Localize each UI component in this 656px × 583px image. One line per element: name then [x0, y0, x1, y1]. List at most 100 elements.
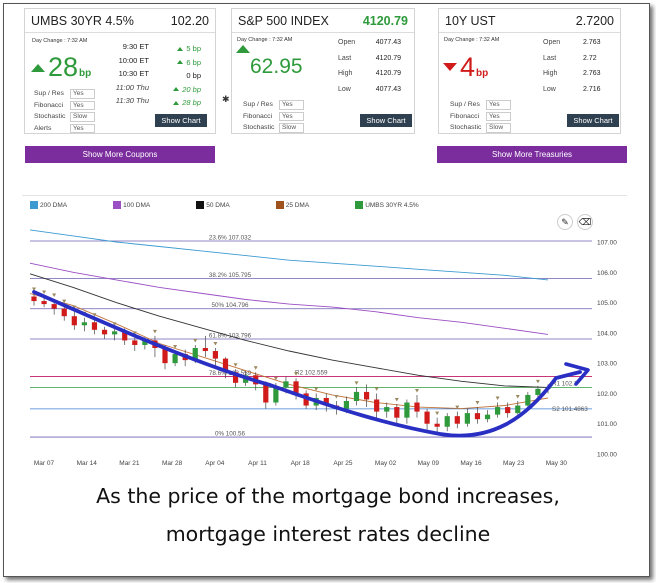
option-select[interactable]: Yes	[279, 111, 304, 121]
change-text: 28 bp	[182, 98, 201, 108]
intraday-changes: 9:30 ET 5 bp 10:00 ET 6 bp 10:30 ET 0 bp 11…	[113, 42, 201, 110]
legend-item[interactable]: UMBS 30YR 4.5%	[355, 201, 419, 209]
option-select[interactable]: Yes	[486, 100, 511, 110]
ohlc-label: Open	[543, 39, 561, 46]
option-label: Fibonacci	[243, 112, 273, 120]
legend-item[interactable]: 100 DMA	[113, 201, 150, 209]
ohlc-row: High 4120.79	[338, 70, 401, 86]
ohlc-label: Low	[543, 85, 556, 93]
show-more-treasuries-button[interactable]: Show More Treasuries	[437, 146, 627, 163]
ohlc-label: High	[543, 70, 558, 77]
option-label: Stochastic	[450, 124, 482, 132]
show-chart-button[interactable]: Show Chart	[155, 114, 207, 127]
option-row: Fibonacci Yes	[243, 111, 304, 123]
up-arrow-icon	[31, 64, 45, 72]
ohlc-value: 4120.79	[375, 70, 401, 77]
time-label: 10:30 ET	[118, 69, 149, 78]
card-price: 4120.79	[362, 13, 408, 28]
card-price: 102.20	[170, 13, 209, 28]
chart-options: Sup / Res Yes Fibonacci Yes Stochastic Slow…	[34, 88, 95, 134]
change-number: 28	[48, 52, 79, 82]
eraser-icon[interactable]: ⌫	[577, 214, 593, 230]
legend-item[interactable]: 25 DMA	[275, 201, 310, 209]
option-row: Fibonacci Yes	[450, 111, 511, 123]
card-symbol: 10Y UST	[445, 13, 496, 28]
day-change-label: Day Change : 7:32 AM	[32, 38, 88, 44]
legend-swatch	[275, 201, 284, 209]
ohlc-value: 2.72	[583, 54, 597, 62]
ohlc-label: Last	[543, 54, 557, 62]
ohlc-row: Last 2.72	[543, 55, 603, 71]
option-label: Stochastic	[34, 113, 66, 121]
intraday-row: 10:30 ET 0 bp	[113, 69, 201, 83]
legend-swatch	[113, 201, 122, 209]
option-select[interactable]: Yes	[70, 123, 95, 133]
ohlc-label: High	[338, 70, 353, 77]
time-label: 11:30 Thu	[115, 96, 149, 105]
ohlc-row: Low 2.716	[543, 86, 603, 102]
change-text: 5 bp	[186, 44, 201, 54]
legend-swatch	[30, 201, 38, 209]
legend-label: UMBS 30YR 4.5%	[365, 201, 419, 209]
option-label: Fibonacci	[450, 112, 480, 120]
pencil-icon[interactable]: ✎	[557, 214, 573, 230]
option-row: Stochastic Slow	[243, 122, 304, 134]
option-label: Fibonacci	[34, 101, 64, 109]
change-cell: 6 bp	[149, 56, 201, 70]
legend-swatch	[196, 201, 205, 209]
legend-label: 50 DMA	[206, 201, 230, 209]
chart-panel	[22, 195, 627, 473]
ohlc-value: 2.763	[583, 39, 601, 46]
day-change-label: Day Change : 7:32 AM	[444, 37, 500, 43]
show-more-coupons-button[interactable]: Show More Coupons	[25, 146, 215, 163]
option-select[interactable]: Yes	[70, 89, 95, 99]
card-price: 2.7200	[575, 13, 614, 28]
option-label: Sup / Res	[450, 101, 480, 109]
intraday-row: 10:00 ET 6 bp	[113, 56, 201, 70]
card-header: UMBS 30YR 4.5% 102.20	[25, 9, 215, 33]
option-label: Sup / Res	[243, 101, 273, 109]
show-chart-button[interactable]: Show Chart	[567, 114, 619, 127]
ohlc-value: 2.763	[583, 70, 601, 77]
change-cell: 0 bp	[149, 69, 201, 83]
settings-gear-icon[interactable]: ✱	[222, 94, 230, 104]
up-arrow-icon	[177, 46, 184, 51]
ohlc-value: 4077.43	[375, 39, 401, 46]
ohlc-table: Open 4077.43 Last 4120.79 High 4120.79 Low 4…	[338, 39, 401, 101]
up-arrow-icon	[173, 87, 180, 92]
change-number: 4	[460, 52, 476, 82]
card-symbol: UMBS 30YR 4.5%	[31, 13, 134, 28]
option-select[interactable]: Slow	[279, 123, 304, 133]
up-arrow-icon	[173, 100, 180, 105]
option-select[interactable]: Slow	[486, 123, 511, 133]
show-chart-button[interactable]: Show Chart	[360, 114, 412, 127]
day-change-number: 62.95	[250, 56, 303, 77]
day-change-label: Day Change : 7:32 AM	[237, 37, 293, 43]
card-header: S&P 500 INDEX 4120.79	[232, 9, 414, 33]
option-row: Fibonacci Yes	[34, 100, 95, 112]
day-change-value	[236, 45, 253, 65]
option-select[interactable]: Yes	[486, 111, 511, 121]
option-row: Stochastic Slow	[34, 111, 95, 123]
ohlc-value: 4120.79	[375, 54, 401, 62]
ohlc-row: Low 4077.43	[338, 86, 401, 102]
up-arrow-icon	[236, 45, 250, 53]
down-arrow-icon	[443, 63, 457, 71]
option-select[interactable]: Yes	[70, 100, 95, 110]
legend-item[interactable]: 200 DMA	[30, 201, 67, 209]
legend-item[interactable]: 50 DMA	[196, 201, 230, 209]
up-arrow-icon	[177, 60, 184, 65]
option-select[interactable]: Slow	[70, 112, 95, 122]
legend-label: 25 DMA	[285, 201, 310, 209]
ohlc-value: 4077.43	[375, 85, 401, 93]
option-label: Alerts	[34, 124, 52, 132]
legend-swatch	[355, 201, 364, 209]
option-row: Sup / Res Yes	[243, 99, 304, 111]
ohlc-label: Open	[338, 39, 356, 46]
intraday-row: 11:30 Thu 28 bp	[113, 96, 201, 110]
legend-label: 100 DMA	[123, 201, 151, 209]
change-text: 0 bp	[186, 71, 201, 81]
change-cell: 20 bp	[149, 83, 201, 97]
option-select[interactable]: Yes	[279, 100, 304, 110]
intraday-row: 9:30 ET 5 bp	[113, 42, 201, 56]
